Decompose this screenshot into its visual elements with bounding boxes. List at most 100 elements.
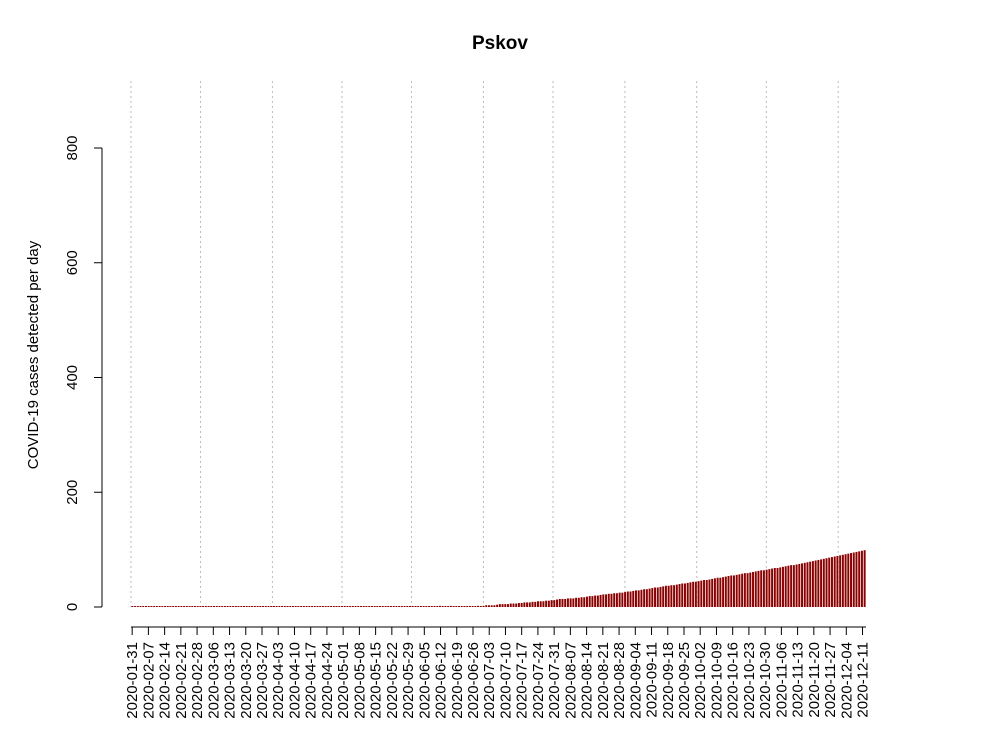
x-tick-label: 2020-03-20 [238, 642, 255, 719]
bar [553, 600, 556, 607]
bar [136, 606, 139, 607]
bar [153, 606, 156, 607]
bar [656, 587, 659, 607]
bar [134, 606, 137, 607]
bar [814, 560, 817, 607]
bar [528, 602, 531, 607]
bar [340, 606, 343, 607]
bar [471, 606, 474, 607]
bar [253, 606, 256, 607]
grid-lines [130, 81, 839, 607]
x-tick-label: 2020-02-14 [157, 642, 174, 719]
bar [507, 604, 510, 607]
bar [188, 606, 191, 607]
bar [536, 601, 539, 607]
bar [711, 578, 714, 607]
bar [183, 606, 186, 607]
bar [719, 577, 722, 607]
bar [648, 588, 651, 607]
bar [651, 588, 654, 607]
bar [286, 606, 289, 607]
bar [330, 606, 333, 607]
x-tick-label: 2020-12-11 [855, 642, 872, 718]
bar [722, 577, 725, 607]
bar [262, 606, 265, 607]
bar [841, 554, 844, 607]
x-tick-label: 2020-10-16 [725, 642, 742, 719]
bar [174, 606, 177, 607]
bar [833, 556, 836, 607]
bar [743, 573, 746, 607]
bar [613, 593, 616, 607]
bar [496, 604, 499, 607]
x-tick-label: 2020-10-02 [692, 642, 709, 719]
bar [414, 606, 417, 607]
x-tick-label: 2020-02-07 [140, 642, 157, 719]
bar [566, 598, 569, 607]
bar [667, 585, 670, 607]
bar [302, 606, 305, 607]
bar [335, 606, 338, 607]
bar [468, 606, 471, 607]
bar [248, 606, 251, 607]
y-axis-label: COVID-19 cases detected per day [25, 240, 42, 469]
bar [493, 605, 496, 607]
bar [575, 597, 578, 607]
bar [281, 606, 284, 607]
bar [773, 567, 776, 607]
bar [779, 567, 782, 607]
bar [338, 606, 341, 607]
bar [455, 606, 458, 607]
bar [542, 601, 545, 607]
bar [637, 590, 640, 607]
bar [387, 606, 390, 607]
bar [438, 605, 441, 607]
bar [300, 606, 303, 607]
bar [349, 606, 352, 607]
bar [572, 598, 575, 607]
x-tick-label: 2020-08-14 [579, 642, 596, 719]
bar [436, 606, 439, 607]
x-tick-label: 2020-03-13 [222, 642, 239, 719]
bar [245, 606, 248, 607]
x-tick-label: 2020-12-04 [838, 642, 855, 719]
bar [384, 606, 387, 607]
x-tick-label: 2020-07-31 [546, 642, 563, 719]
bar [550, 600, 553, 607]
bar [240, 606, 243, 607]
bar [196, 606, 199, 607]
bar [460, 606, 463, 607]
bar [512, 603, 515, 607]
bar [185, 606, 188, 607]
bar [477, 605, 480, 607]
bar [215, 606, 218, 607]
bar [811, 561, 814, 607]
x-tick-label: 2020-01-31 [124, 642, 141, 719]
bar [193, 606, 196, 607]
bar [313, 606, 316, 607]
bar [354, 606, 357, 607]
bar [139, 606, 142, 607]
x-tick-label: 2020-03-06 [205, 642, 222, 719]
bar [724, 576, 727, 607]
x-tick-label: 2020-06-05 [416, 642, 433, 719]
bar [441, 606, 444, 607]
bar [373, 606, 376, 607]
bar [447, 606, 450, 607]
bar [768, 569, 771, 607]
bar [482, 605, 485, 607]
bar [207, 606, 210, 607]
bar [278, 606, 281, 607]
bar [526, 602, 529, 607]
bar [270, 606, 273, 607]
bar [762, 570, 765, 607]
bar [624, 592, 627, 607]
x-tick-label: 2020-05-01 [335, 642, 352, 719]
bar [757, 570, 760, 607]
x-tick-label: 2020-11-13 [790, 642, 807, 718]
y-tick-label: 400 [64, 365, 81, 390]
bar [379, 606, 382, 607]
bar [640, 589, 643, 607]
bar [316, 606, 319, 607]
